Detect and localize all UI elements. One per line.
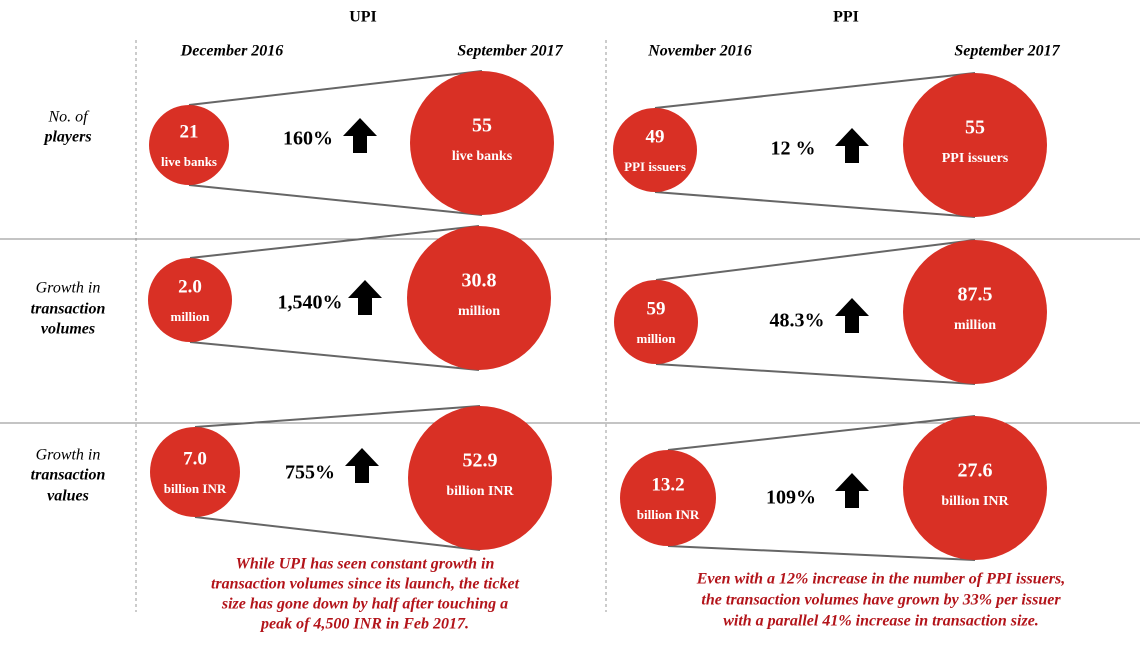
note-line: size has gone down by half after touchin… [221, 596, 508, 613]
from-value: 59 [647, 298, 666, 319]
from-unit: million [170, 309, 210, 324]
from-circle [613, 108, 697, 192]
from-unit: live banks [161, 154, 217, 169]
connector [667, 545, 976, 561]
change-label: 48.3% [770, 310, 825, 332]
from-value: 2.0 [178, 276, 202, 297]
change-label: 109% [766, 487, 816, 509]
from-unit: billion INR [164, 481, 227, 496]
from-circle [148, 258, 232, 342]
from-unit: PPI issuers [624, 159, 686, 174]
to-unit: live banks [452, 149, 513, 164]
to-unit: million [458, 304, 500, 319]
date-label: December 2016 [180, 43, 284, 60]
note-line: Even with a 12% increase in the number o… [696, 571, 1065, 588]
up-arrow [835, 298, 869, 333]
row-label: values [47, 488, 89, 505]
from-circle [150, 427, 240, 517]
row-label: players [42, 129, 91, 146]
section-title: UPI [349, 9, 377, 26]
row-label: transaction [31, 467, 106, 484]
to-value: 30.8 [462, 270, 497, 292]
from-circle [614, 280, 698, 364]
to-circle [408, 406, 552, 550]
connector [189, 341, 480, 371]
to-circle [410, 71, 554, 215]
connector [667, 415, 976, 451]
to-value: 52.9 [463, 450, 498, 472]
from-value: 13.2 [651, 474, 684, 495]
from-value: 21 [180, 121, 199, 142]
to-unit: billion INR [446, 484, 514, 499]
from-value: 49 [646, 126, 665, 147]
to-circle [903, 416, 1047, 560]
to-value: 27.6 [958, 460, 993, 482]
to-unit: million [954, 318, 996, 333]
to-value: 87.5 [958, 284, 993, 306]
up-arrow [343, 118, 377, 153]
from-value: 7.0 [183, 448, 207, 469]
up-arrow [835, 473, 869, 508]
to-circle [903, 73, 1047, 217]
change-label: 12 % [771, 138, 816, 160]
section-title: PPI [833, 9, 859, 26]
row-label: No. of [47, 109, 90, 126]
to-circle [407, 226, 551, 370]
to-unit: PPI issuers [942, 151, 1009, 166]
to-value: 55 [472, 115, 492, 137]
up-arrow [835, 128, 869, 163]
to-value: 55 [965, 117, 985, 139]
to-circle [903, 240, 1047, 384]
note-line: While UPI has seen constant growth in [236, 556, 495, 573]
connector [194, 405, 481, 428]
from-unit: million [636, 331, 676, 346]
connector [188, 70, 483, 106]
connector [189, 225, 480, 259]
connector [655, 239, 976, 281]
change-label: 755% [285, 462, 335, 484]
row-label: Growth in [36, 447, 101, 464]
note-line: with a parallel 41% increase in transact… [723, 613, 1039, 630]
row-label: volumes [41, 321, 95, 338]
from-circle [620, 450, 716, 546]
change-label: 160% [283, 128, 333, 150]
date-label: September 2017 [457, 43, 563, 60]
date-label: September 2017 [954, 43, 1060, 60]
note-line: the transaction volumes have grown by 33… [701, 592, 1061, 609]
up-arrow [345, 448, 379, 483]
row-label: Growth in [36, 280, 101, 297]
to-unit: billion INR [941, 494, 1009, 509]
date-label: November 2016 [647, 43, 752, 60]
connector [654, 72, 976, 109]
connector [655, 363, 976, 385]
change-label: 1,540% [278, 292, 343, 314]
note-line: transaction volumes since its launch, th… [211, 576, 520, 593]
connector [654, 191, 976, 218]
connector [194, 516, 481, 551]
note-line: peak of 4,500 INR in Feb 2017. [259, 616, 469, 633]
connector [188, 184, 483, 216]
from-unit: billion INR [637, 507, 700, 522]
row-label: transaction [31, 301, 106, 318]
from-circle [149, 105, 229, 185]
up-arrow [348, 280, 382, 315]
